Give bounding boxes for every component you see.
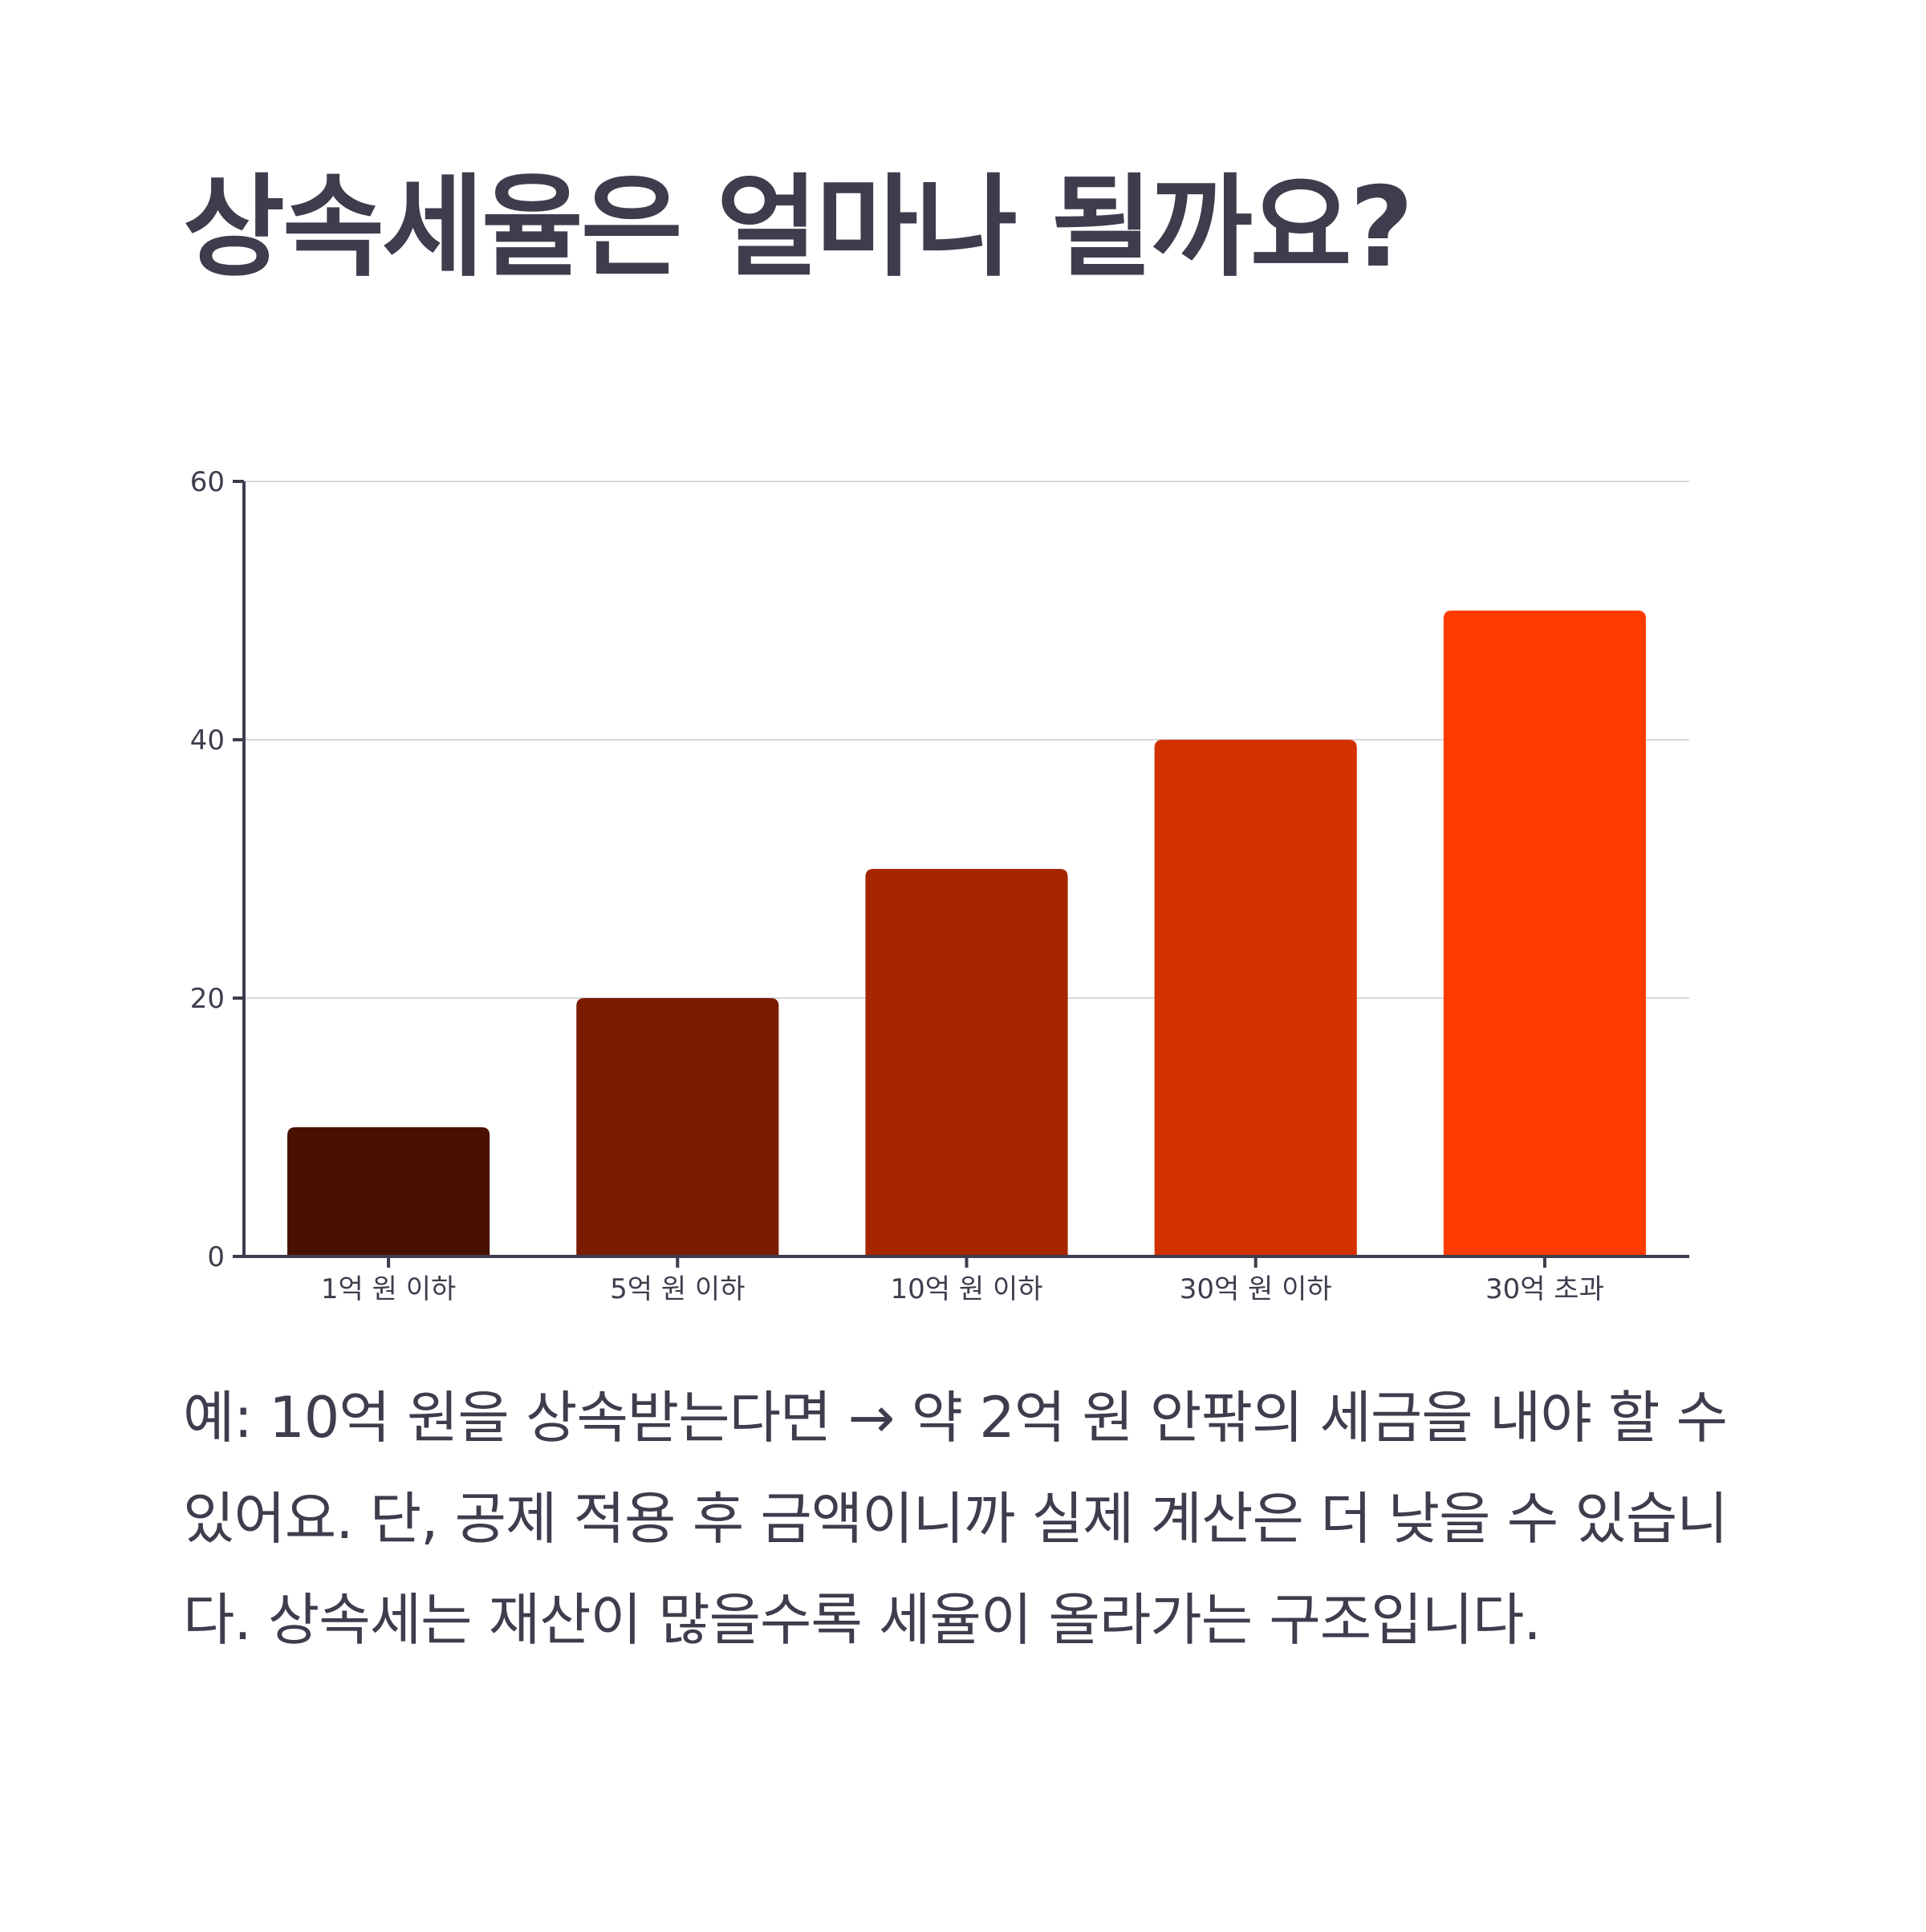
x-axis: 1억 원 이하 5억 원 이하 10억 원 이하 30억 원 이하 30억 초과 bbox=[233, 1255, 1689, 1305]
bar-4 bbox=[1154, 740, 1357, 1256]
y-tick-label: 0 bbox=[207, 1241, 225, 1273]
x-tick-label: 5억 원 이하 bbox=[610, 1273, 745, 1305]
bars bbox=[287, 611, 1646, 1256]
x-tick-label: 30억 원 이하 bbox=[1180, 1273, 1332, 1305]
x-tick-label: 30억 초과 bbox=[1485, 1273, 1604, 1305]
bar-1 bbox=[287, 1127, 490, 1256]
y-tick-label: 40 bbox=[190, 724, 225, 757]
bar-2 bbox=[576, 998, 779, 1256]
gridlines bbox=[244, 481, 1689, 999]
y-axis: 0 20 40 60 bbox=[190, 466, 246, 1273]
y-tick-label: 60 bbox=[190, 466, 225, 498]
x-tick-label: 10억 원 이하 bbox=[891, 1273, 1043, 1305]
page-title: 상속세율은 얼마나 될까요? bbox=[183, 163, 1414, 292]
caption-text: 예: 10억 원을 상속받는다면 → 약 2억 원 안팎의 세금을 내야 할 수… bbox=[183, 1385, 1729, 1653]
y-tick-label: 20 bbox=[190, 983, 225, 1015]
bar-5 bbox=[1443, 611, 1646, 1256]
bar-3 bbox=[865, 869, 1068, 1256]
x-tick-label: 1억 원 이하 bbox=[321, 1273, 456, 1305]
